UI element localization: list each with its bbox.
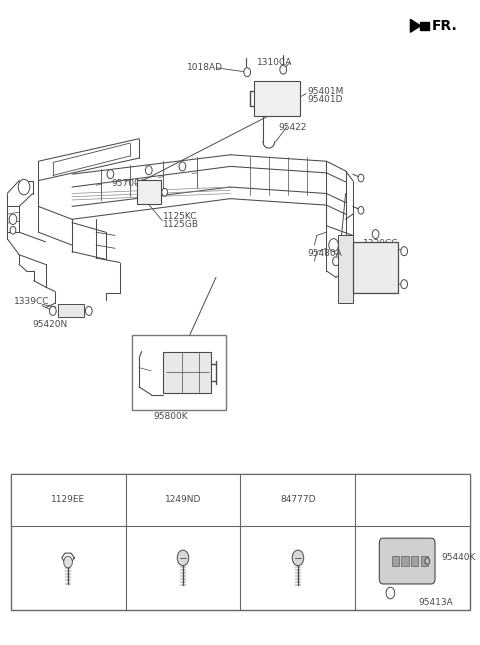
Text: 95440K: 95440K bbox=[442, 553, 476, 562]
Text: 1339CC: 1339CC bbox=[14, 297, 50, 306]
Circle shape bbox=[9, 214, 17, 224]
Bar bbox=[254, 81, 300, 116]
Bar bbox=[338, 235, 353, 303]
Polygon shape bbox=[410, 19, 420, 32]
Bar bbox=[11, 474, 470, 526]
Text: 84777D: 84777D bbox=[280, 495, 316, 504]
Circle shape bbox=[49, 306, 56, 315]
Text: 1018AD: 1018AD bbox=[187, 63, 223, 72]
Bar bbox=[420, 556, 428, 566]
Text: 1125GB: 1125GB bbox=[363, 284, 399, 293]
Text: 95401M: 95401M bbox=[307, 87, 344, 96]
Bar bbox=[392, 556, 399, 566]
Polygon shape bbox=[420, 22, 429, 30]
Circle shape bbox=[18, 179, 30, 195]
Circle shape bbox=[401, 280, 408, 289]
Circle shape bbox=[107, 170, 114, 179]
Text: 1339CC: 1339CC bbox=[363, 239, 399, 248]
Circle shape bbox=[333, 257, 339, 266]
Circle shape bbox=[386, 587, 395, 599]
Circle shape bbox=[372, 230, 379, 239]
Circle shape bbox=[425, 558, 430, 564]
Text: 1125KC: 1125KC bbox=[363, 276, 398, 285]
Bar bbox=[411, 556, 418, 566]
Text: 95480A: 95480A bbox=[307, 249, 342, 258]
Text: 1125GB: 1125GB bbox=[163, 220, 199, 229]
Bar bbox=[137, 180, 161, 204]
Circle shape bbox=[64, 556, 72, 568]
Circle shape bbox=[145, 166, 152, 175]
Text: 1125KC: 1125KC bbox=[163, 212, 198, 221]
Bar bbox=[132, 335, 226, 410]
FancyBboxPatch shape bbox=[379, 538, 435, 584]
Text: 95800K: 95800K bbox=[153, 412, 188, 421]
Circle shape bbox=[329, 239, 338, 252]
Text: 95422: 95422 bbox=[278, 123, 307, 132]
Text: 1310CA: 1310CA bbox=[257, 58, 292, 67]
Text: 95700C: 95700C bbox=[112, 179, 147, 188]
Circle shape bbox=[10, 226, 16, 234]
Text: 1249ND: 1249ND bbox=[165, 495, 201, 504]
Circle shape bbox=[244, 68, 251, 77]
Text: 95420N: 95420N bbox=[33, 320, 68, 329]
Text: 95413A: 95413A bbox=[419, 598, 454, 607]
Bar bbox=[353, 242, 398, 293]
Text: 95401D: 95401D bbox=[307, 95, 343, 104]
Circle shape bbox=[179, 162, 186, 171]
Text: FR.: FR. bbox=[432, 19, 458, 33]
Bar bbox=[58, 304, 84, 317]
Circle shape bbox=[162, 188, 168, 196]
Circle shape bbox=[177, 550, 189, 566]
Bar bbox=[11, 474, 470, 610]
Text: 1327CB: 1327CB bbox=[363, 248, 398, 257]
Circle shape bbox=[280, 65, 287, 74]
Circle shape bbox=[358, 206, 364, 214]
Text: 1129EE: 1129EE bbox=[51, 495, 85, 504]
Circle shape bbox=[401, 246, 408, 255]
Bar bbox=[401, 556, 408, 566]
Bar bbox=[163, 352, 211, 393]
Circle shape bbox=[292, 550, 304, 566]
Circle shape bbox=[358, 174, 364, 182]
Circle shape bbox=[85, 306, 92, 315]
